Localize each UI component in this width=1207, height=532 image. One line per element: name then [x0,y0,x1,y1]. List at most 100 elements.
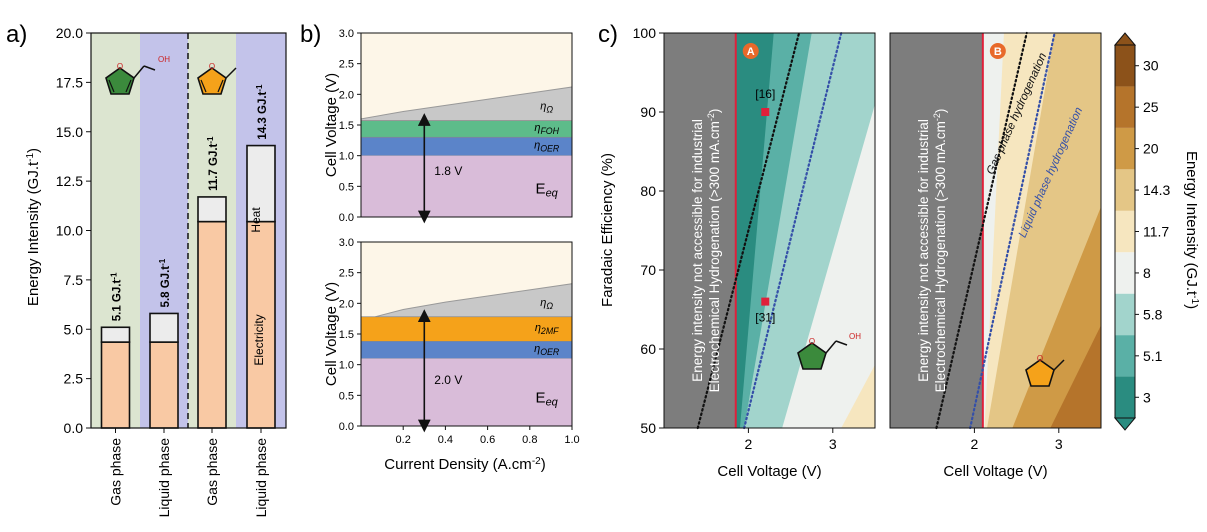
panel-a-yaxis-ticks: 0.0 2.5 5.0 7.5 10.0 12.5 15.0 17.5 20.0 [56,25,91,436]
panel-c: c) Faradaic Efficiency (%) Energy intens… [598,21,1200,480]
xtick-label: 2 [745,436,753,452]
equilibrium-label: Eeq [536,180,559,199]
panel-c-left-heatmap: Energy intensity not accessible for indu… [633,25,876,480]
molecule-bond [1053,359,1065,371]
oer-overpotential-label: ηOER [534,343,560,357]
inaccessible-region [890,33,983,428]
electricity-bar [149,341,179,429]
liquid-phase-line [969,31,1056,430]
ytick-label: 0.0 [339,212,354,224]
colorbar-tick-label: 8 [1143,265,1151,281]
total-value-label: 14.3 GJ.t-1 [255,84,269,140]
panel-b-xlabel: Current Density (A.cm-2) [384,456,545,473]
panel-b-label: b) [300,21,321,48]
colorbar-segment [1115,169,1135,211]
panel-b-top-ylabel: Cell Voltage (V) [323,73,340,177]
colorbar-tick-label: 20 [1143,141,1159,157]
ytick-label: 0.0 [339,421,354,433]
heat-bar-label: Heat [249,207,263,233]
colorbar-segment [1115,335,1135,377]
molecule-bond [835,340,848,346]
xtick-label: 0.4 [438,434,453,446]
svg-text:O: O [117,62,123,71]
total-value-label: 11.7 GJ.t-1 [206,136,220,191]
badge-letter: B [994,46,1002,58]
svg-text:OH: OH [158,55,170,64]
total-value-label: 5.8 GJ.t-1 [158,258,172,307]
molecule-oxygen: O [1037,354,1043,363]
category-label: Liquid phase [253,438,269,518]
badge-circle [742,43,759,59]
category-label: Gas phase [108,438,124,506]
panel-c-ylabel: Faradaic Efficiency (%) [599,153,616,307]
equilibrium-potential-band [361,358,572,426]
liquid-phase-line [743,31,843,430]
gas-phase-line [935,31,1028,430]
voltage-arrow-label: 2.0 V [434,373,462,387]
ytick-label: 50 [640,420,656,436]
panel-b-bottom-ylabel: Cell Voltage (V) [323,282,340,386]
xaxis-title: Cell Voltage (V) [943,463,1047,480]
colorbar-label: Energy Intensity (GJ.t-1) [1183,151,1200,309]
ytick-label: 5.0 [64,321,84,337]
heat-bar [100,326,131,343]
colorbar: 3 5.1 5.8 8 11.7 14.3 20 25 30 [1113,32,1170,431]
heat-bar [246,144,276,223]
literature-point-label: [31] [755,311,775,325]
ytick-label: 15.0 [56,124,83,140]
panel-b-bottom-chart: ηΩ η2MF ηOER Eeq 2.0 V 0.0 0.5 1.0 1.5 2.0 2.5 3.0 0… [339,237,580,446]
ytick-label: 1.0 [339,151,354,163]
xtick-label: 3 [1055,436,1063,452]
hydrogenation-overpotential-band [360,316,573,342]
ytick-label: 0.5 [339,390,354,402]
colorbar-tick-label: 3 [1143,389,1151,405]
methylfuran-molecule-icon: O [1025,354,1065,387]
colorbar-segment [1115,127,1135,170]
equilibrium-potential-band [361,155,572,217]
panel-c-right-heatmap: Energy intensity not accessible for indu… [889,31,1102,480]
ytick-label: 1.0 [339,360,354,372]
ytick-label: 17.5 [56,74,83,90]
colorbar-segment [1115,210,1135,253]
ohmic-label: ηΩ [540,101,553,115]
ytick-label: 70 [640,262,656,278]
molecule-ring [1025,359,1055,387]
xtick-label: 0.6 [480,434,495,446]
xtick-label: 0.2 [396,434,411,446]
molecule-oxygen: O [809,337,815,346]
ytick-label: 2.0 [339,298,354,310]
ytick-label: 7.5 [64,272,84,288]
contour-band-8 [982,33,1004,428]
ytick-label: 20.0 [56,25,83,41]
contour-band-3 [735,33,774,428]
panel-a-frame [90,32,287,429]
furfuryl-alcohol-molecule-icon: O OH [797,332,861,370]
methylfuran-molecule-icon: O [197,62,237,95]
literature-point [761,297,770,306]
xtick-label: 0.8 [522,434,537,446]
oer-overpotential-label: ηOER [534,139,560,153]
colorbar-tick-label: 25 [1143,99,1159,115]
colorbar-bottom-arrow [1113,417,1137,431]
colorbar-tick-label: 14.3 [1143,182,1170,198]
badge-letter: A [747,46,755,58]
badge-circle [989,43,1006,59]
ytick-label: 3.0 [339,28,354,40]
colorbar-tick-label: 5.8 [1143,306,1163,322]
molecule-hydroxyl: OH [849,332,861,341]
inaccessible-note: Energy intensity not accessible for indu… [916,109,948,393]
ytick-label: 2.5 [339,268,354,280]
xaxis-title: Cell Voltage (V) [717,463,821,480]
total-value-label: 5.1 GJ.t-1 [110,272,124,321]
category-label: Liquid phase [156,438,172,518]
gas-phase-line [696,31,801,430]
panel-a-bars: 5.1 GJ.t-1 5.8 GJ.t-1 11.7 GJ.t-1 14.3 GJ.t… [100,84,276,429]
ytick-label: 2.5 [339,59,354,71]
ytick-label: 100 [633,25,657,41]
panel-a-xaxis-labels: Gas phase Liquid phase Gas phase Liquid pha… [108,428,269,518]
svg-text:O: O [209,62,215,71]
colorbar-tick-label: 5.1 [1143,348,1163,364]
molecule-ring [797,342,827,370]
ytick-label: 3.0 [339,237,354,249]
panel-b-top-chart: ηΩ ηFOH ηOER Eeq 1.8 V 0.0 0.5 1.0 1.5 2.0 2.5 3.0 [339,28,573,224]
